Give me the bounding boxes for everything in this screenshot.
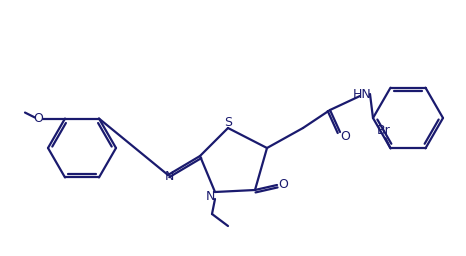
Text: O: O bbox=[278, 178, 288, 191]
Text: O: O bbox=[33, 112, 43, 125]
Text: HN: HN bbox=[353, 88, 371, 101]
Text: O: O bbox=[340, 131, 350, 144]
Text: N: N bbox=[206, 190, 215, 204]
Text: N: N bbox=[164, 170, 174, 184]
Text: Br: Br bbox=[377, 124, 391, 137]
Text: S: S bbox=[224, 115, 232, 129]
